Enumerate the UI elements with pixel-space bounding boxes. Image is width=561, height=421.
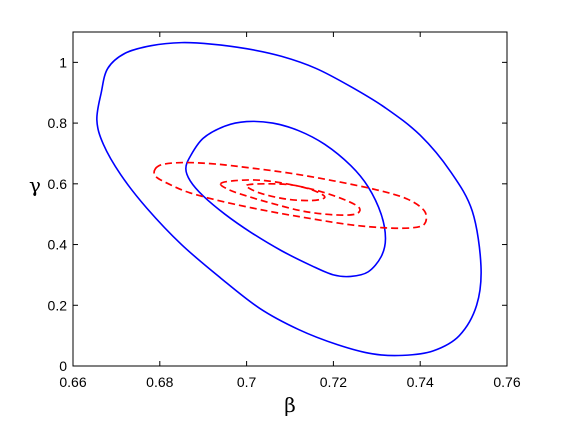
series-layer [96, 41, 482, 357]
y-tick-label: 0.8 [48, 115, 68, 131]
axes [72, 31, 508, 367]
y-tick-label: 0.4 [48, 237, 68, 253]
x-tick-label: 0.7 [237, 374, 257, 390]
x-axis-label: β [284, 393, 296, 417]
x-tick-label: 0.74 [407, 374, 434, 390]
axes-box [72, 31, 508, 367]
y-tick-label: 1 [59, 54, 67, 70]
y-tick-label: 0.6 [48, 176, 68, 192]
y-tick-label: 0.2 [48, 297, 68, 313]
dashed-contour-1 [153, 161, 428, 230]
x-tick-label: 0.72 [320, 374, 347, 390]
tick-marks [72, 32, 508, 367]
dashed-contour-2 [219, 179, 361, 216]
y-tick-label: 0 [59, 358, 67, 374]
solid-contour-2 [185, 120, 387, 278]
tick-labels: 0.66 0.68 0.7 0.72 0.74 0.76 0 0.2 0.4 0.6 0.8 1 [48, 54, 521, 390]
y-axis-label: γ [29, 173, 41, 197]
x-tick-label: 0.68 [146, 374, 173, 390]
dashed-contour-3 [245, 182, 326, 202]
solid-contour-1 [96, 41, 482, 357]
x-tick-label: 0.66 [59, 374, 86, 390]
x-tick-label: 0.76 [493, 374, 520, 390]
